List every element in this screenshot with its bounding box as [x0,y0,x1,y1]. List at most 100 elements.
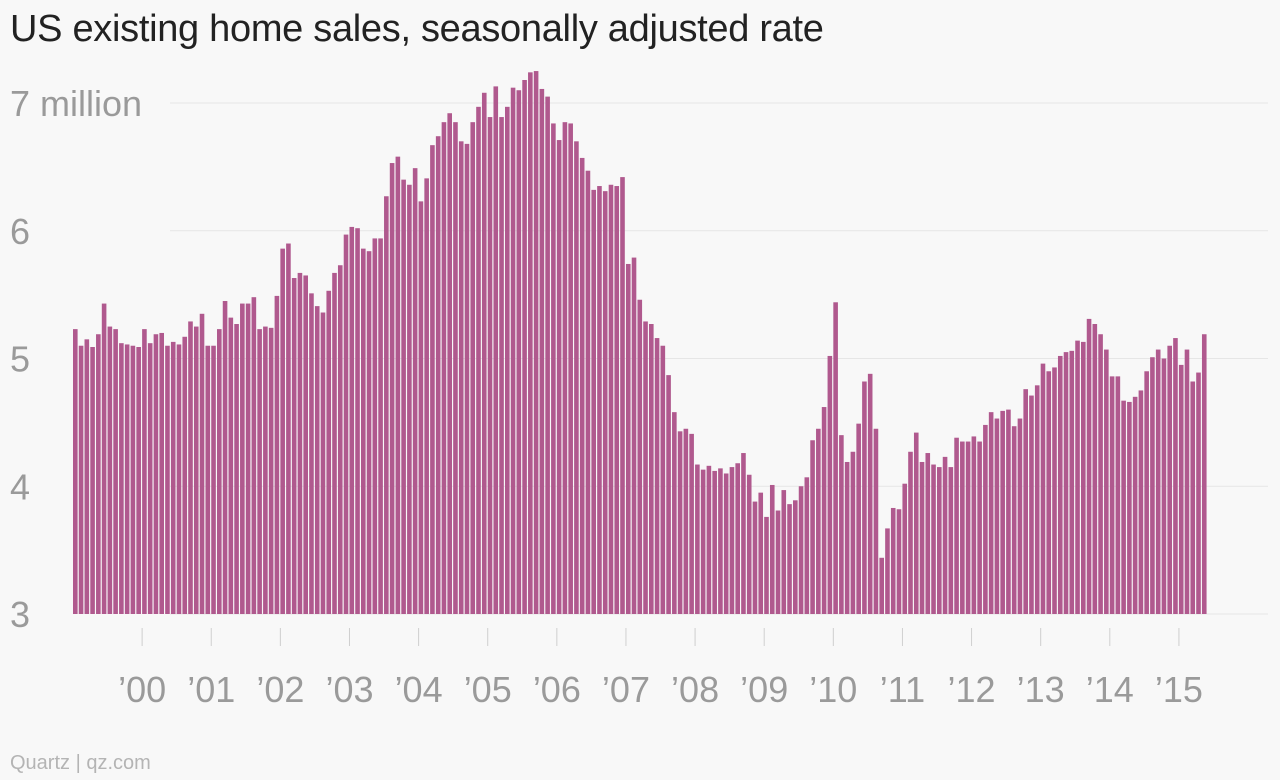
bar [384,196,389,614]
x-tick-label: ’01 [187,669,235,710]
bar [193,326,199,614]
x-tick-label: ’15 [1155,669,1203,710]
x-tick-label: ’08 [671,669,719,710]
bar [902,483,908,614]
bar [608,184,614,614]
bar [470,122,476,614]
bar [119,343,124,614]
x-tick-label: ’12 [948,669,996,710]
bar [752,501,758,614]
bar [182,336,188,614]
bar [896,509,902,614]
bar [1144,371,1149,614]
bar [1011,426,1017,614]
bar [401,179,406,614]
bar [228,317,234,614]
bar [862,381,867,614]
bar [683,428,689,614]
bar [677,431,683,614]
bar [326,290,332,614]
bar [562,122,568,614]
bar [965,441,971,614]
bar [625,263,631,614]
bar [337,265,343,614]
bar [499,117,504,615]
bar [1184,349,1190,614]
bar [217,329,222,614]
bar [643,321,648,614]
bar [510,87,516,615]
bar [361,248,366,614]
bar [873,428,879,614]
y-axis-labels: 3 4 5 6 7 million [10,83,142,635]
bar [147,343,153,614]
bar [1000,410,1005,614]
x-tick-label: ’03 [325,669,373,710]
x-tick-label: ’09 [740,669,788,710]
bar [718,468,723,614]
bar [372,238,378,614]
bar [84,339,90,614]
bar [597,186,602,615]
bar [781,490,787,614]
bar [1104,349,1109,614]
bar [1196,372,1201,614]
bar [251,297,257,614]
bar [113,329,118,614]
bar [602,191,608,614]
bar [332,272,337,614]
x-tick-label: ’10 [809,669,857,710]
bar [585,170,591,614]
bar [447,113,452,614]
bar [1006,409,1011,614]
bar [700,469,706,614]
bar [107,326,113,614]
bar [1167,345,1172,614]
bar [879,557,884,614]
bar [176,344,182,614]
bar [1098,334,1103,614]
bar [516,90,522,615]
bar [539,88,545,614]
bar [804,477,810,614]
bar [424,178,429,614]
x-tick-label: ’04 [395,669,443,710]
bar [1178,364,1184,614]
bar [90,347,95,614]
bar [1075,340,1080,614]
bar [211,345,216,614]
bar [787,504,792,614]
bar [937,467,942,614]
bar [1052,367,1057,614]
bar [1115,376,1121,614]
source-credit: Quartz | qz.com [10,752,151,774]
bar [672,412,677,614]
bar [257,329,262,614]
bar [1023,389,1028,614]
bar [435,136,441,614]
bar [1201,334,1207,614]
bar [1063,352,1069,614]
bar [309,293,314,614]
bar [297,272,303,614]
x-tick-label: ’07 [602,669,650,710]
y-tick-label: 3 [10,594,30,635]
bar [493,86,499,614]
bar [533,71,539,614]
bar [1127,401,1132,614]
x-tick-label: ’06 [533,669,581,710]
y-tick-label: 5 [10,339,30,380]
bar [735,463,740,614]
bar [925,453,931,614]
x-tick-label: ’05 [464,669,512,710]
bar [268,327,274,614]
bar [78,345,84,614]
bar [988,412,994,614]
bar [798,486,804,614]
bar [729,467,735,614]
bar [631,257,637,614]
bar [620,177,625,614]
bar [913,432,919,614]
bar [816,428,821,614]
